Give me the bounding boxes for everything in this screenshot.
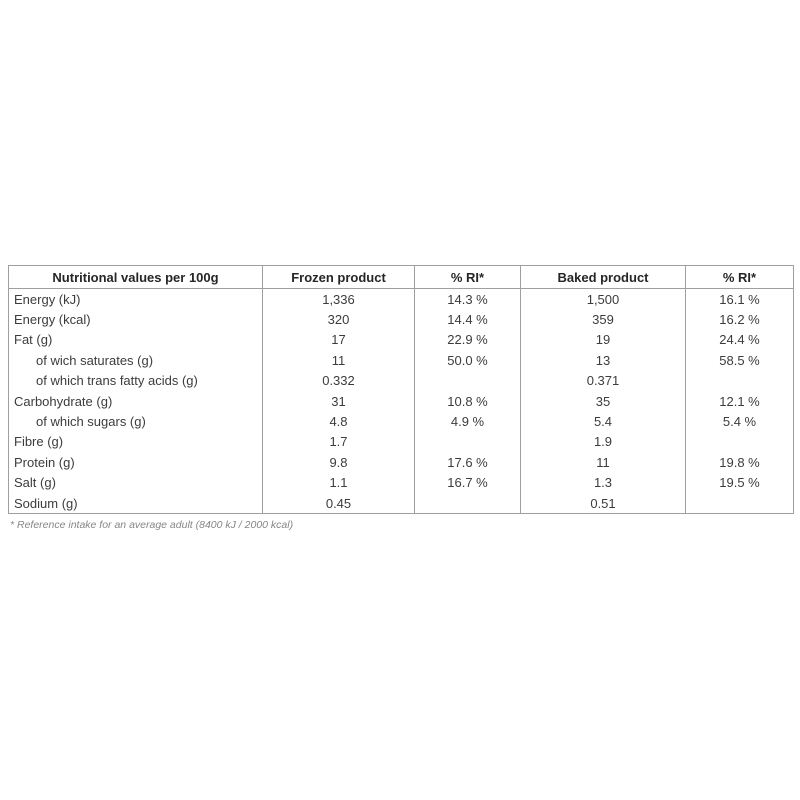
frozen-ri-value: 17.6 %: [414, 452, 521, 473]
baked-ri-value: 12.1 %: [685, 390, 794, 412]
frozen-ri-value: [414, 431, 521, 453]
frozen-value: 1,336: [262, 288, 415, 310]
col-header-nutritional-values: Nutritional values per 100g: [8, 265, 263, 289]
baked-ri-value: 16.2 %: [685, 309, 794, 330]
baked-value: 1.3: [520, 472, 686, 493]
row-label: Carbohydrate (g): [14, 393, 113, 409]
frozen-value: 9.8: [262, 452, 415, 473]
col-header-frozen-product: Frozen product: [262, 265, 415, 289]
table-row: Sodium (g) 0.45 0.51: [9, 492, 794, 514]
row-label: Salt (g): [14, 475, 56, 491]
row-label: of which trans fatty acids (g): [36, 373, 198, 389]
baked-value: 13: [520, 350, 686, 371]
baked-value: 19: [520, 329, 686, 351]
frozen-value: 1.7: [262, 431, 415, 453]
table-row: Salt (g) 1.1 16.7 % 1.3 19.5 %: [9, 472, 794, 493]
baked-value: 0.371: [520, 370, 686, 391]
table-row: Carbohydrate (g) 31 10.8 % 35 12.1 %: [9, 390, 794, 412]
table-body: Energy (kJ) 1,336 14.3 % 1,500 16.1 % Energy …: [9, 288, 794, 514]
baked-value: 359: [520, 309, 686, 330]
col-header-baked-product: Baked product: [520, 265, 686, 289]
frozen-ri-value: 14.4 %: [414, 309, 521, 330]
baked-ri-value: 19.8 %: [685, 452, 794, 473]
table-row: of which trans fatty acids (g) 0.332 0.371: [9, 370, 794, 391]
baked-ri-value: 24.4 %: [685, 329, 794, 351]
row-label: Protein (g): [14, 454, 75, 470]
table-row: Fibre (g) 1.7 1.9: [9, 431, 794, 453]
table-row: Energy (kcal) 320 14.4 % 359 16.2 %: [9, 309, 794, 330]
frozen-value: 0.45: [262, 492, 415, 514]
frozen-value: 0.332: [262, 370, 415, 391]
baked-ri-value: [685, 370, 794, 391]
baked-value: 1,500: [520, 288, 686, 310]
frozen-ri-value: 10.8 %: [414, 390, 521, 412]
table-row: of wich saturates (g) 11 50.0 % 13 58.5 %: [9, 350, 794, 371]
table-row: Protein (g) 9.8 17.6 % 11 19.8 %: [9, 452, 794, 473]
frozen-value: 1.1: [262, 472, 415, 493]
frozen-value: 320: [262, 309, 415, 330]
frozen-ri-value: [414, 492, 521, 514]
col-header-baked-ri: % RI*: [685, 265, 794, 289]
baked-ri-value: [685, 431, 794, 453]
baked-ri-value: 5.4 %: [685, 411, 794, 432]
baked-ri-value: 58.5 %: [685, 350, 794, 371]
row-label: Sodium (g): [14, 495, 78, 511]
row-label: Energy (kJ): [14, 291, 81, 307]
nutrition-table: Nutritional values per 100g Frozen produ…: [8, 265, 794, 515]
col-header-frozen-ri: % RI*: [414, 265, 521, 289]
baked-ri-value: [685, 492, 794, 514]
baked-ri-value: 16.1 %: [685, 288, 794, 310]
baked-value: 5.4: [520, 411, 686, 432]
frozen-ri-value: 4.9 %: [414, 411, 521, 432]
header-row: Nutritional values per 100g Frozen produ…: [8, 265, 794, 289]
frozen-ri-value: 16.7 %: [414, 472, 521, 493]
row-label: Fat (g): [14, 332, 53, 348]
baked-value: 0.51: [520, 492, 686, 514]
frozen-ri-value: [414, 370, 521, 391]
table-row: of which sugars (g) 4.8 4.9 % 5.4 5.4 %: [9, 411, 794, 432]
table-row: Fat (g) 17 22.9 % 19 24.4 %: [9, 329, 794, 351]
baked-value: 11: [520, 452, 686, 473]
frozen-value: 31: [262, 390, 415, 412]
baked-value: 35: [520, 390, 686, 412]
baked-ri-value: 19.5 %: [685, 472, 794, 493]
frozen-value: 17: [262, 329, 415, 351]
table-row: Energy (kJ) 1,336 14.3 % 1,500 16.1 %: [9, 288, 794, 310]
row-label: Energy (kcal): [14, 312, 91, 328]
footnote: * Reference intake for an average adult …: [10, 519, 294, 531]
frozen-value: 11: [262, 350, 415, 371]
frozen-ri-value: 22.9 %: [414, 329, 521, 351]
row-label: Fibre (g): [14, 434, 64, 450]
frozen-ri-value: 14.3 %: [414, 288, 521, 310]
frozen-ri-value: 50.0 %: [414, 350, 521, 371]
frozen-value: 4.8: [262, 411, 415, 432]
row-label: of wich saturates (g): [36, 352, 154, 368]
baked-value: 1.9: [520, 431, 686, 453]
row-label: of which sugars (g): [36, 414, 146, 430]
